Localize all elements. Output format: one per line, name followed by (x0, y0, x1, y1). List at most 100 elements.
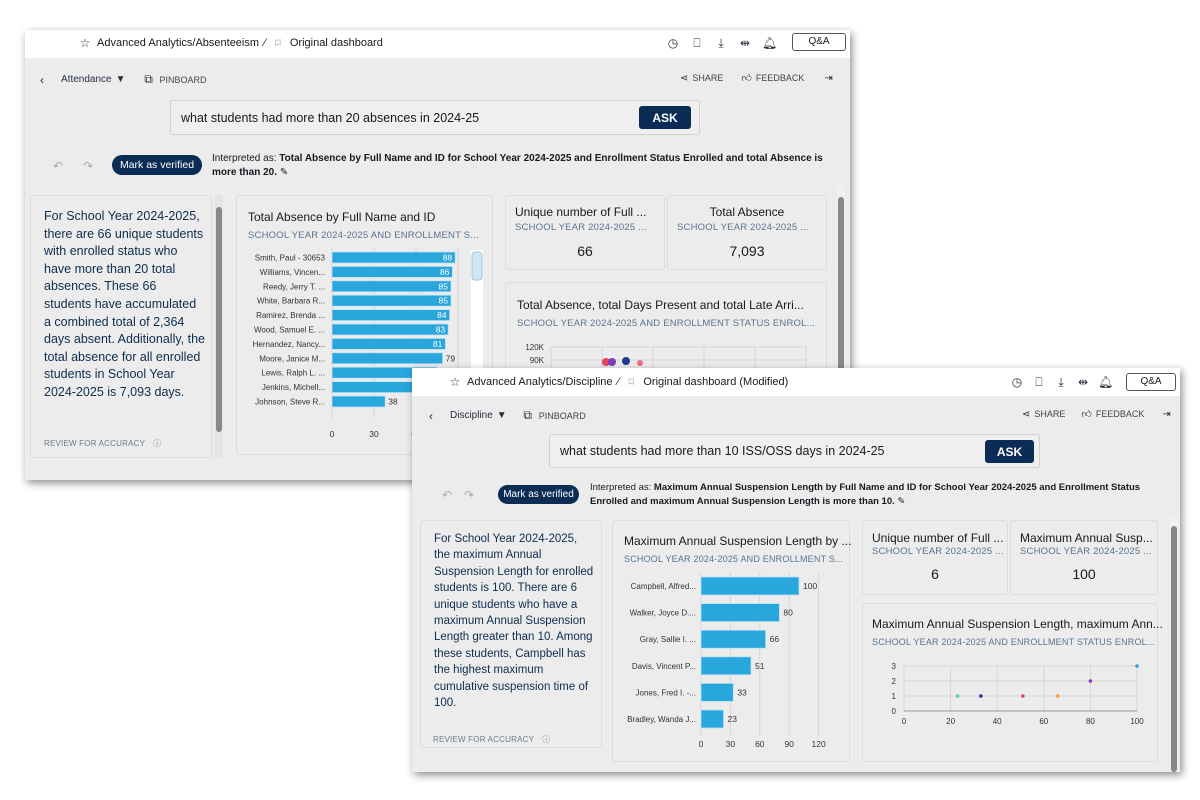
pinboard-link[interactable]: PINBOARD (159, 74, 207, 85)
download-icon[interactable]: ⤓ (1058, 375, 1064, 389)
page-scrollbar[interactable] (1170, 518, 1178, 772)
data-point (979, 694, 983, 698)
edit-icon[interactable]: ∕ (264, 37, 266, 49)
bar (331, 266, 453, 278)
header-bar (412, 368, 1180, 396)
data-label: 80 (783, 608, 793, 618)
edit-icon[interactable]: ∕ (617, 376, 620, 388)
category-label: Walker, Joyce D.... (630, 609, 696, 618)
data-point (1135, 664, 1139, 668)
category-label: Johnson, Steve R... (255, 398, 325, 407)
pencil-icon[interactable]: ✎ (279, 167, 289, 178)
pinboard-link[interactable]: PINBOARD (538, 410, 586, 421)
topic-dropdown[interactable]: Attendance (61, 74, 112, 85)
breadcrumb-path[interactable]: Advanced Analytics/Absenteeism (97, 37, 260, 49)
x-tick-label: 20 (946, 717, 955, 726)
scatter-chart: 0 1 2 3 0 20 40 60 80 100 (892, 662, 1145, 726)
category-label: Ramirez, Brenda ... (256, 311, 325, 320)
kpi-subtitle: SCHOOL YEAR 2024-2025 ... (872, 546, 1004, 557)
undo-icon[interactable]: ↶ (52, 159, 64, 173)
bookmark-icon[interactable]: ⌑ (274, 36, 281, 50)
question-text[interactable]: what students had more than 20 absences … (181, 110, 480, 125)
fit-width-icon[interactable]: ⇹ (739, 36, 751, 50)
data-point (622, 357, 630, 365)
ask-button[interactable]: ASK (639, 106, 691, 129)
mark-verified-button[interactable]: Mark as verified (112, 155, 202, 175)
qa-button[interactable]: Q&A (1126, 373, 1176, 391)
mark-verified-button[interactable]: Mark as verified (498, 485, 579, 504)
kpi-subtitle: SCHOOL YEAR 2024-2025 ... (677, 222, 809, 233)
category-label: Gray, Sallie I. ... (640, 635, 696, 644)
qa-button[interactable]: Q&A (792, 33, 846, 51)
collapse-icon[interactable]: ⇥ (824, 72, 833, 84)
summary-scrollbar[interactable] (215, 195, 223, 458)
bookmark-icon[interactable]: ⎕ (1035, 375, 1043, 389)
x-tick-label: 60 (755, 739, 765, 749)
clock-icon[interactable]: ◷ (1011, 375, 1023, 389)
feedback-button[interactable]: FEEDBACK (755, 73, 805, 83)
data-label: 38 (388, 397, 398, 407)
x-tick-label: 40 (993, 717, 1002, 726)
category-label: Jenkins, Michell... (262, 383, 325, 392)
breadcrumb-path[interactable]: Advanced Analytics/Discipline (467, 376, 613, 388)
x-tick-label: 30 (369, 429, 379, 439)
redo-icon[interactable]: ↷ (82, 159, 94, 173)
bar (700, 656, 752, 676)
share-button[interactable]: SHARE (1034, 409, 1066, 419)
pencil-icon[interactable]: ✎ (897, 496, 906, 507)
ask-button[interactable]: ASK (985, 440, 1034, 463)
info-icon[interactable]: ⓘ (153, 439, 162, 448)
x-tick-label: 120 (812, 739, 826, 749)
share-button[interactable]: SHARE (692, 73, 724, 83)
undo-icon[interactable]: ↶ (441, 488, 453, 502)
share-icon: ⋖ (1022, 408, 1031, 420)
kpi-value: 100 (1072, 566, 1096, 582)
question-input[interactable]: what students had more than 10 ISS/OSS d… (549, 434, 1040, 468)
x-tick-label: 0 (902, 717, 907, 726)
data-point (608, 358, 616, 366)
question-input[interactable]: what students had more than 20 absences … (170, 100, 700, 135)
x-tick-label: 30 (726, 739, 736, 749)
info-icon[interactable]: ⓘ (542, 735, 551, 744)
page-scrollbar[interactable] (837, 185, 845, 480)
back-chevron-icon[interactable]: ‹ (429, 408, 433, 423)
fit-width-icon[interactable]: ⇹ (1077, 375, 1089, 389)
y-tick-label: 3 (892, 662, 897, 671)
collapse-icon[interactable]: ⇥ (1162, 408, 1171, 420)
data-label: 83 (436, 325, 446, 335)
redo-icon[interactable]: ↷ (463, 488, 475, 502)
x-tick-label: 0 (330, 429, 335, 439)
bookmark-icon[interactable]: ⌑ (628, 375, 635, 389)
category-label: Davis, Vincent P... (632, 662, 696, 671)
breadcrumb: ☆ Advanced Analytics/Absenteeism ∕ ⌑ Ori… (78, 36, 383, 50)
back-chevron-icon[interactable]: ‹ (40, 72, 44, 87)
dashboard-link[interactable]: Original dashboard (Modified) (643, 376, 789, 388)
pinboard-icon: ⧉ (144, 72, 153, 86)
interp-label: Interpreted as: (212, 153, 277, 164)
bookmark-icon[interactable]: ⎕ (693, 36, 701, 50)
caret-down-icon[interactable]: ▼ (115, 74, 126, 85)
topic-dropdown[interactable]: Discipline (450, 410, 493, 421)
star-icon[interactable]: ☆ (449, 375, 461, 389)
question-text[interactable]: what students had more than 10 ISS/OSS d… (560, 444, 885, 458)
thumbs-up-icon: 👍︎ (1081, 409, 1092, 420)
breadcrumb: ☆ Advanced Analytics/Discipline ∕ ⌑ Orig… (448, 375, 789, 389)
feedback-button[interactable]: FEEDBACK (1095, 409, 1145, 419)
review-link[interactable]: REVIEW FOR ACCURACY (44, 439, 146, 448)
star-icon[interactable]: ☆ (79, 36, 91, 50)
review-link[interactable]: REVIEW FOR ACCURACY (433, 735, 535, 744)
category-label: Hernandez, Nancy... (253, 340, 325, 349)
clock-icon[interactable]: ◷ (667, 36, 679, 50)
caret-down-icon[interactable]: ▼ (496, 410, 507, 421)
interp-label: Interpreted as: (590, 482, 652, 493)
bell-icon[interactable]: 🔔︎ (1098, 375, 1114, 389)
data-label: 51 (755, 661, 765, 671)
download-icon[interactable]: ⤓ (718, 36, 724, 50)
bell-icon[interactable]: 🔔︎ (762, 36, 778, 50)
absence-bar-chart-card: Total Absence by Full Name and ID SCHOOL… (236, 195, 493, 456)
dashboard-link[interactable]: Original dashboard (289, 37, 383, 49)
x-tick-label: 100 (1130, 717, 1144, 726)
interpretation: Interpreted as: Total Absence by Full Na… (212, 152, 837, 180)
bar (331, 251, 456, 264)
category-label: Moore, Janice M... (259, 354, 325, 363)
